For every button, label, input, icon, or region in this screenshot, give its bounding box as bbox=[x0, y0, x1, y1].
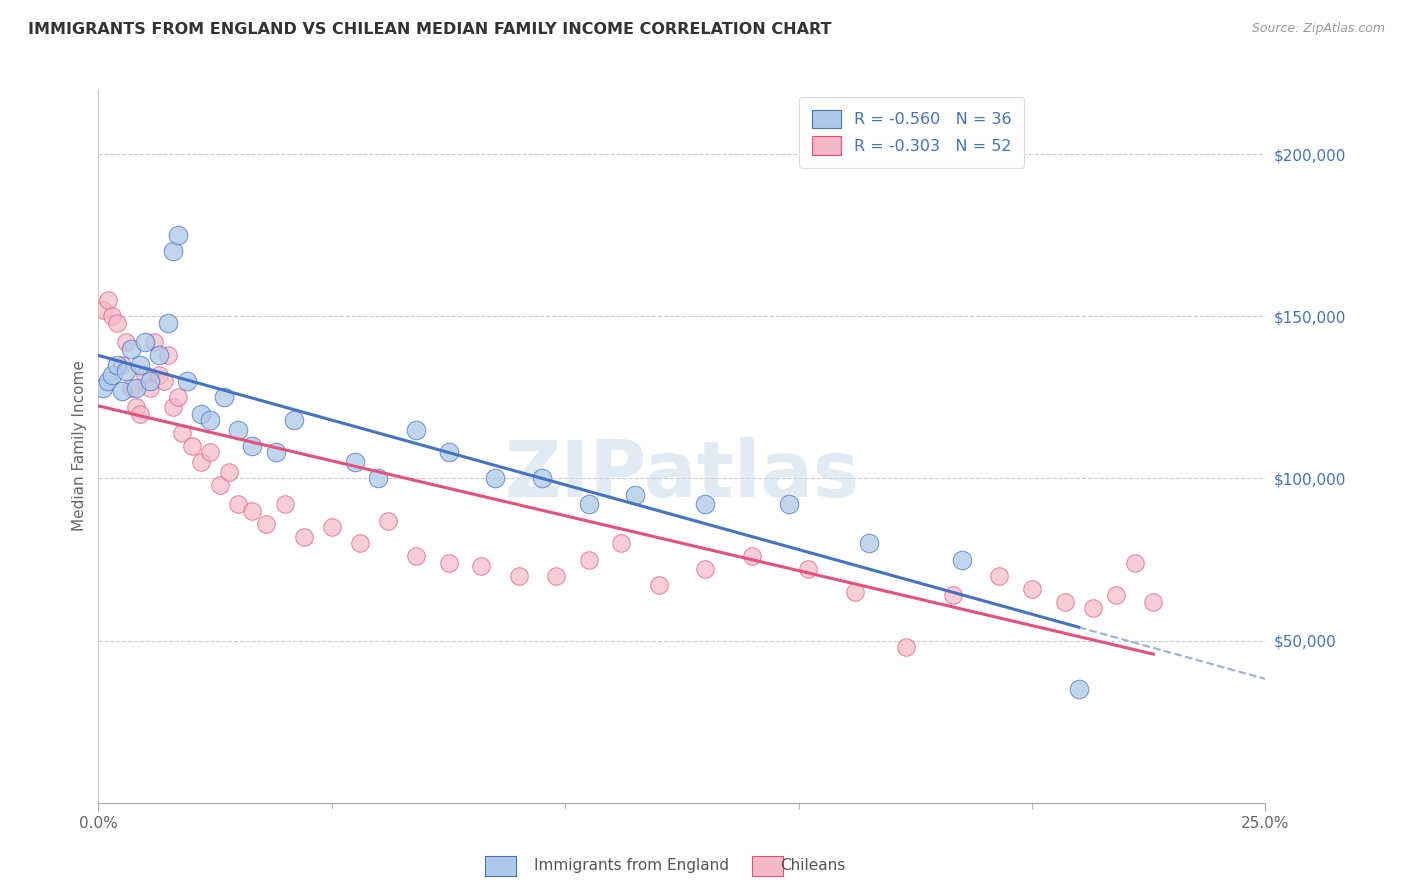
Point bbox=[942, 588, 965, 602]
Point bbox=[695, 562, 717, 576]
Point bbox=[367, 471, 389, 485]
Point bbox=[176, 374, 198, 388]
Point bbox=[162, 400, 184, 414]
Text: Source: ZipAtlas.com: Source: ZipAtlas.com bbox=[1251, 22, 1385, 36]
Point bbox=[139, 374, 162, 388]
Point bbox=[242, 439, 264, 453]
Point bbox=[166, 390, 188, 404]
Point bbox=[437, 445, 460, 459]
Point bbox=[695, 497, 717, 511]
Point bbox=[134, 335, 156, 350]
Point bbox=[228, 423, 250, 437]
Point bbox=[129, 358, 152, 372]
Point bbox=[200, 413, 222, 427]
Point bbox=[405, 549, 427, 564]
Point bbox=[530, 471, 553, 485]
Point bbox=[894, 640, 917, 654]
Legend: R = -0.560   N = 36, R = -0.303   N = 52: R = -0.560 N = 36, R = -0.303 N = 52 bbox=[799, 97, 1024, 168]
Point bbox=[1021, 582, 1043, 596]
Point bbox=[1142, 595, 1164, 609]
Point bbox=[101, 368, 124, 382]
Point bbox=[344, 455, 367, 469]
Point bbox=[105, 316, 128, 330]
Point bbox=[111, 384, 134, 398]
Point bbox=[508, 568, 530, 582]
Point bbox=[218, 465, 240, 479]
Point bbox=[91, 302, 114, 317]
Point bbox=[484, 471, 506, 485]
Point bbox=[470, 559, 492, 574]
Point bbox=[190, 455, 212, 469]
Point bbox=[143, 335, 166, 350]
Point bbox=[741, 549, 763, 564]
Point bbox=[115, 335, 138, 350]
Point bbox=[120, 381, 142, 395]
Point bbox=[544, 568, 567, 582]
Point bbox=[1067, 682, 1090, 697]
Point bbox=[129, 407, 152, 421]
Point bbox=[105, 358, 128, 372]
Point bbox=[578, 552, 600, 566]
Point bbox=[134, 368, 156, 382]
Point bbox=[264, 445, 287, 459]
Point bbox=[624, 488, 647, 502]
Point bbox=[858, 536, 880, 550]
Point bbox=[405, 423, 427, 437]
Point bbox=[228, 497, 250, 511]
Point bbox=[1053, 595, 1076, 609]
Text: IMMIGRANTS FROM ENGLAND VS CHILEAN MEDIAN FAMILY INCOME CORRELATION CHART: IMMIGRANTS FROM ENGLAND VS CHILEAN MEDIA… bbox=[28, 22, 831, 37]
Point bbox=[190, 407, 212, 421]
Point bbox=[321, 520, 343, 534]
Point bbox=[200, 445, 222, 459]
Point bbox=[292, 530, 315, 544]
Point bbox=[242, 504, 264, 518]
Y-axis label: Median Family Income: Median Family Income bbox=[72, 360, 87, 532]
Point bbox=[125, 381, 148, 395]
Point bbox=[437, 556, 460, 570]
Point bbox=[610, 536, 633, 550]
Point bbox=[214, 390, 236, 404]
Point bbox=[950, 552, 973, 566]
Point bbox=[274, 497, 297, 511]
Point bbox=[91, 381, 114, 395]
Point bbox=[172, 425, 194, 440]
Point bbox=[115, 364, 138, 378]
Text: ZIPatlas: ZIPatlas bbox=[505, 436, 859, 513]
Point bbox=[162, 244, 184, 259]
Point bbox=[349, 536, 371, 550]
Point bbox=[208, 478, 231, 492]
Text: Immigrants from England: Immigrants from England bbox=[534, 858, 730, 872]
Point bbox=[283, 413, 305, 427]
Point bbox=[120, 342, 142, 356]
Point bbox=[125, 400, 148, 414]
Point bbox=[101, 310, 124, 324]
Point bbox=[166, 228, 188, 243]
Point bbox=[797, 562, 820, 576]
Point bbox=[180, 439, 202, 453]
Point bbox=[1105, 588, 1128, 602]
Point bbox=[778, 497, 800, 511]
Point bbox=[139, 381, 162, 395]
Point bbox=[157, 348, 180, 362]
Point bbox=[647, 578, 669, 592]
Point bbox=[97, 293, 120, 307]
Point bbox=[111, 358, 134, 372]
Point bbox=[1081, 601, 1104, 615]
Point bbox=[578, 497, 600, 511]
Point bbox=[256, 516, 278, 531]
Point bbox=[152, 374, 174, 388]
Text: Chileans: Chileans bbox=[780, 858, 845, 872]
Point bbox=[97, 374, 120, 388]
Point bbox=[844, 585, 866, 599]
Point bbox=[157, 316, 180, 330]
Point bbox=[1123, 556, 1146, 570]
Point bbox=[148, 368, 170, 382]
Point bbox=[988, 568, 1011, 582]
Point bbox=[377, 514, 399, 528]
Point bbox=[148, 348, 170, 362]
